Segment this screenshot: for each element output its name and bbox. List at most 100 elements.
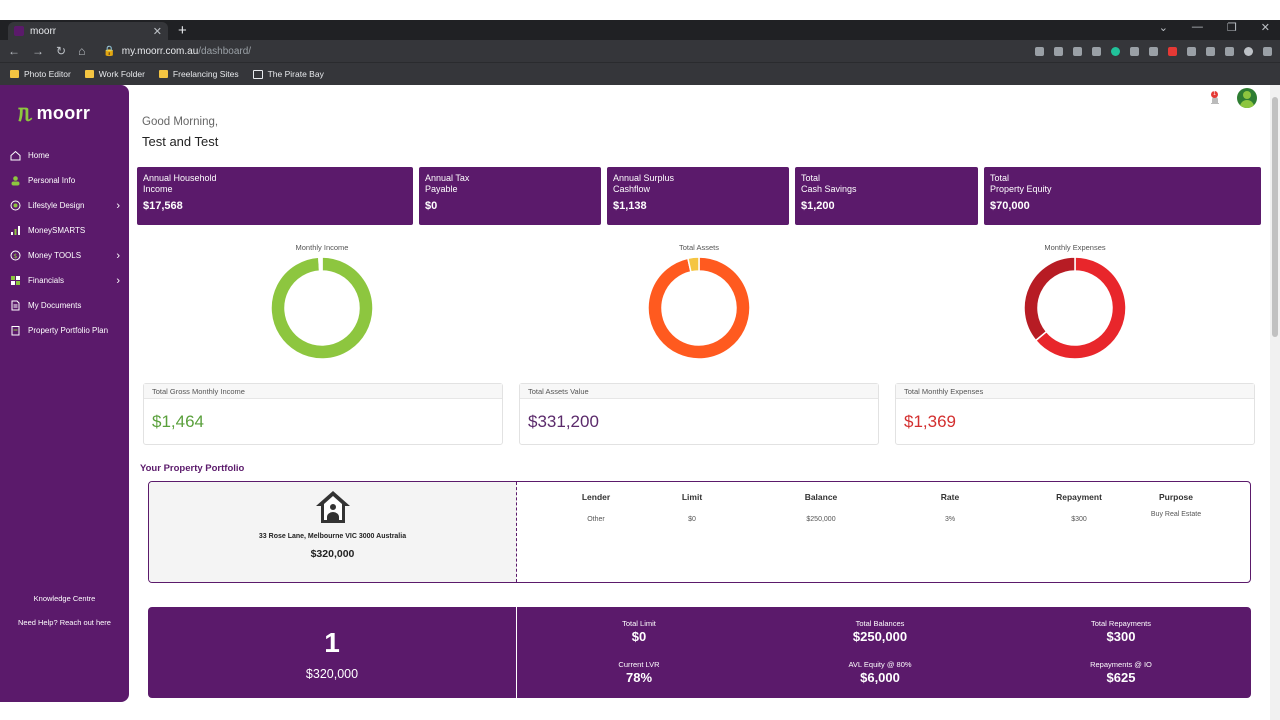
portfolio-title: Your Property Portfolio — [140, 463, 245, 474]
property-card[interactable]: 33 Rose Lane, Melbourne VIC 3000 Austral… — [148, 481, 1251, 583]
profile-icon[interactable] — [1244, 46, 1253, 56]
svg-text:$: $ — [13, 252, 17, 260]
zoom-icon[interactable] — [1054, 46, 1063, 56]
close-tab-icon[interactable]: ✕ — [152, 25, 162, 38]
menu-icon[interactable] — [1263, 46, 1272, 56]
metric-repayments-io: Repayments @ IO $625 — [1041, 660, 1201, 685]
donut-monthly-income: Monthly Income — [242, 243, 402, 365]
sidebar-item-personal-info[interactable]: Personal Info — [0, 168, 129, 193]
total-gross-monthly-income-card: Total Gross Monthly Income $1,464 — [143, 383, 503, 445]
donut-chart[interactable] — [647, 256, 751, 360]
metric-value: 78% — [625, 670, 653, 685]
property-count: 1 — [324, 627, 340, 658]
app: ᥰ moorr Home Personal Info Lifestyle Des… — [0, 85, 1280, 720]
sidebar-item-label: Home — [28, 151, 50, 160]
brand-logo[interactable]: ᥰ moorr — [0, 85, 129, 125]
home-icon — [10, 150, 21, 161]
stat-value: $17,568 — [143, 200, 183, 212]
knowledge-centre-link[interactable]: Knowledge Centre — [33, 594, 96, 603]
key-icon[interactable] — [1035, 46, 1044, 56]
metric-value: $250,000 — [852, 629, 908, 644]
new-tab-icon[interactable]: + — [178, 22, 187, 39]
property-value: $320,000 — [310, 548, 355, 560]
notification-bell-icon[interactable]: 1 — [1209, 91, 1221, 105]
metric-label: Total Limit — [622, 619, 656, 628]
summary-count-panel: 1 $320,000 — [148, 607, 517, 698]
stat-card-tax-payable[interactable]: Annual Tax Payable $0 — [419, 167, 601, 225]
share-icon[interactable] — [1073, 46, 1082, 56]
dashboard-main: 1 Good Morning, Test and Test Annual Hou… — [129, 85, 1280, 720]
sidebar-footer: Knowledge Centre Need Help? Reach out he… — [0, 594, 129, 642]
stat-card-cash-savings[interactable]: Total Cash Savings $1,200 — [795, 167, 978, 225]
folder-icon — [84, 70, 94, 78]
property-address: 33 Rose Lane, Melbourne VIC 3000 Austral… — [258, 533, 407, 540]
reload-icon[interactable]: ↻ — [56, 44, 67, 58]
donut-segment[interactable] — [1023, 256, 1076, 342]
stat-card-household-income[interactable]: Annual Household Income $17,568 — [137, 167, 413, 225]
stat-card-surplus-cashflow[interactable]: Annual Surplus Cashflow $1,138 — [607, 167, 789, 225]
home-browser-icon[interactable]: ⌂ — [78, 44, 86, 58]
forward-icon[interactable]: → — [32, 44, 44, 58]
stat-card-property-equity[interactable]: Total Property Equity $70,000 — [984, 167, 1261, 225]
loan-col-header: Purpose — [1158, 492, 1193, 502]
bookmark-freelancing-sites[interactable]: Freelancing Sites — [158, 69, 239, 79]
avatar-head — [1243, 91, 1251, 99]
sidebar-item-money-tools[interactable]: $ Money TOOLS › — [0, 243, 129, 268]
bookmark-label: Photo Editor — [24, 69, 71, 79]
donut-segment[interactable] — [270, 256, 374, 360]
document-icon — [10, 300, 21, 311]
sidebar-item-financials[interactable]: Financials › — [0, 268, 129, 293]
page-scrollbar[interactable] — [1270, 85, 1280, 720]
donut-monthly-expenses: Monthly Expenses — [995, 243, 1155, 365]
sidebar-item-my-documents[interactable]: My Documents — [0, 293, 129, 318]
sidebar-item-home[interactable]: Home — [0, 143, 129, 168]
extension-dots-icon[interactable] — [1149, 46, 1158, 56]
sidebar-item-lifestyle-design[interactable]: Lifestyle Design › — [0, 193, 129, 218]
minimize-icon[interactable]: — — [1191, 21, 1203, 33]
donut-segment[interactable] — [686, 256, 700, 273]
stat-value: $70,000 — [990, 200, 1030, 212]
metric-current-lvr: Current LVR 78% — [559, 660, 719, 685]
total-card-label: Total Gross Monthly Income — [144, 384, 502, 399]
favicon-icon — [14, 26, 24, 36]
bookmark-label: Freelancing Sites — [172, 69, 239, 79]
help-link[interactable]: Need Help? Reach out here — [18, 618, 111, 627]
side-panel-icon[interactable] — [1225, 46, 1234, 56]
sidebar-item-moneysmarts[interactable]: MoneySMARTS — [0, 218, 129, 243]
sidebar-item-property-portfolio-plan[interactable]: Property Portfolio Plan — [0, 318, 129, 343]
chevron-right-icon: › — [116, 274, 120, 287]
sidebar-item-label: MoneySMARTS — [28, 226, 86, 235]
loan-col-value: 3% — [944, 516, 956, 523]
donut-segment[interactable] — [647, 256, 751, 360]
donut-title: Total Assets — [678, 243, 720, 252]
scrollbar-thumb[interactable] — [1272, 97, 1278, 337]
bookmark-pirate-bay[interactable]: The Pirate Bay — [252, 69, 324, 79]
tab-search-icon[interactable]: ⌄ — [1158, 22, 1168, 34]
bookmark-work-folder[interactable]: Work Folder — [84, 69, 145, 79]
donut-chart[interactable] — [270, 256, 374, 360]
extension-green-icon[interactable] — [1111, 46, 1120, 56]
close-window-icon[interactable]: ✕ — [1260, 22, 1270, 34]
metric-value: $625 — [1106, 670, 1136, 685]
metric-value: $300 — [1106, 629, 1136, 644]
back-icon[interactable]: ← — [8, 44, 20, 58]
browser-tab[interactable]: moorr ✕ — [8, 22, 168, 40]
donut-segment[interactable] — [318, 256, 323, 272]
stat-label: Annual Household — [143, 173, 217, 183]
stat-label: Annual Surplus — [613, 173, 675, 183]
camera-icon[interactable] — [1130, 46, 1139, 56]
reading-list-icon[interactable] — [1206, 46, 1215, 56]
restore-icon[interactable]: ❐ — [1226, 22, 1237, 34]
metric-value: $0 — [631, 629, 647, 644]
star-icon[interactable] — [1092, 46, 1101, 56]
puzzle-icon[interactable] — [1187, 46, 1196, 56]
url-field[interactable]: 🔒 my.moorr.com.au/dashboard/ — [103, 46, 251, 57]
pin-icon[interactable] — [1168, 46, 1177, 56]
metric-label: Current LVR — [618, 660, 660, 669]
bookmark-photo-editor[interactable]: Photo Editor — [10, 69, 71, 79]
loan-details: Lender Other Limit $0 Balance $250,000 R… — [517, 482, 1250, 582]
user-avatar[interactable] — [1237, 88, 1257, 108]
chevron-right-icon: › — [116, 199, 120, 212]
donut-chart[interactable] — [1023, 256, 1127, 360]
donut-segment[interactable] — [1034, 256, 1127, 360]
